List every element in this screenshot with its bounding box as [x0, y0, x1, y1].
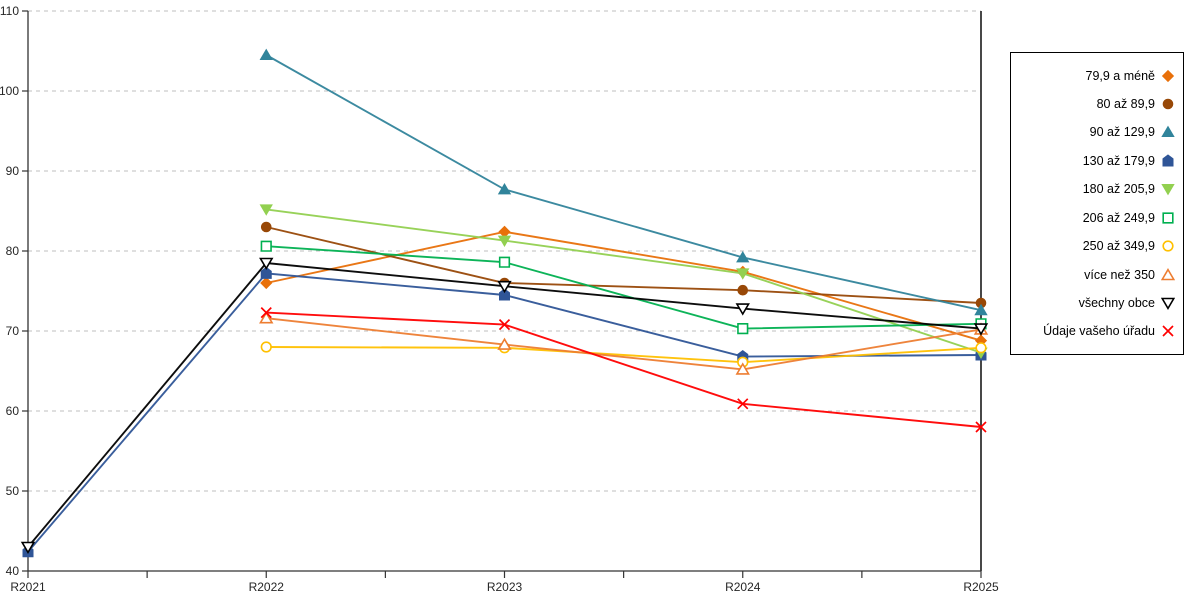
y-tick-label: 80	[6, 244, 20, 258]
circle-icon	[260, 341, 272, 353]
series-5	[259, 204, 988, 359]
legend-label: 80 až 89,9	[1096, 96, 1155, 111]
triangle-up-icon	[1161, 267, 1175, 280]
y-tick-label: 50	[6, 484, 20, 498]
legend-label: 206 až 249,9	[1082, 210, 1155, 225]
series-4	[22, 266, 987, 558]
square-icon	[737, 323, 749, 335]
square-icon	[260, 240, 272, 252]
y-tick-label: 60	[6, 404, 20, 418]
x-icon	[498, 318, 511, 331]
triangle-down-icon	[497, 280, 512, 294]
circle-icon	[1162, 98, 1174, 110]
triangle-up-icon	[1161, 125, 1175, 138]
triangle-up-icon	[736, 251, 750, 263]
series-line	[266, 226, 982, 304]
series-line	[266, 208, 982, 354]
x-icon	[737, 398, 749, 410]
triangle-up-icon	[259, 48, 273, 60]
triangle-down-icon	[1161, 184, 1175, 196]
x-icon	[975, 421, 987, 433]
triangle-down-icon	[20, 541, 36, 554]
y-tick-label: 110	[0, 4, 19, 18]
legend-label: 79,9 a méně	[1085, 68, 1156, 83]
triangle-up-icon	[497, 183, 512, 195]
legend-item: 80 až 89,9	[1019, 90, 1175, 117]
legend-item: Údaje vašeho úřadu	[1019, 318, 1175, 345]
series-line	[266, 317, 982, 371]
legend-item: všechny obce	[1019, 290, 1175, 317]
y-tick-label: 70	[6, 324, 20, 338]
legend-item: 180 až 205,9	[1019, 176, 1175, 203]
pentagon-icon	[260, 266, 272, 279]
x-tick-label: R2024	[725, 580, 761, 594]
triangle-down-icon	[736, 268, 750, 280]
triangle-down-icon	[735, 303, 750, 316]
square-icon	[1162, 212, 1174, 224]
triangle-down-icon	[259, 204, 273, 216]
triangle-up-icon	[259, 311, 274, 324]
legend-label: 180 až 205,9	[1082, 182, 1155, 197]
triangle-down-icon	[497, 235, 512, 247]
series-line	[265, 54, 982, 312]
x-icon	[1162, 325, 1174, 338]
legend-label: 130 až 179,9	[1082, 153, 1155, 168]
series-line	[266, 245, 982, 330]
legend: 79,9 a méně 80 až 89,9 90 až 129,9 130 až 1…	[1010, 52, 1184, 355]
triangle-up-icon	[497, 337, 512, 350]
triangle-up-icon	[974, 303, 988, 316]
diamond-icon	[260, 276, 273, 290]
series-line	[266, 346, 982, 364]
circle-icon	[737, 284, 749, 296]
legend-label: 90 až 129,9	[1089, 125, 1155, 140]
diamond-icon	[1161, 69, 1175, 82]
y-tick-label: 100	[0, 84, 19, 98]
legend-item: 90 až 129,9	[1019, 119, 1175, 146]
series-6	[260, 240, 987, 335]
x-icon	[260, 306, 272, 319]
circle-icon	[975, 342, 987, 354]
x-tick-label: R2025	[963, 580, 999, 594]
x-tick-label: R2021	[10, 580, 46, 594]
x-tick-label: R2022	[249, 580, 285, 594]
series-line	[266, 230, 982, 342]
legend-item: více než 350	[1019, 261, 1175, 288]
legend-label: více než 350	[1084, 267, 1155, 282]
y-tick-label: 40	[6, 564, 20, 578]
legend-item: 250 až 349,9	[1019, 233, 1175, 260]
legend-label: všechny obce	[1078, 296, 1155, 310]
square-icon	[498, 256, 511, 268]
legend-item: 130 až 179,9	[1019, 147, 1175, 174]
series-3	[259, 48, 988, 316]
triangle-down-icon	[973, 323, 989, 336]
triangle-down-icon	[259, 257, 274, 270]
circle-icon	[260, 221, 272, 233]
y-tick-label: 90	[6, 164, 20, 178]
circle-icon	[1162, 240, 1174, 252]
pentagon-icon	[1162, 154, 1174, 167]
pentagon-icon	[499, 288, 510, 301]
legend-item: 79,9 a méně	[1019, 62, 1175, 89]
diamond-icon	[498, 225, 511, 238]
triangle-down-icon	[1161, 297, 1175, 310]
triangle-up-icon	[735, 362, 750, 375]
series-10	[260, 306, 987, 433]
legend-item: 206 až 249,9	[1019, 204, 1175, 231]
legend-label: 250 až 349,9	[1082, 239, 1155, 254]
x-tick-label: R2023	[487, 580, 523, 594]
series-9	[20, 257, 989, 554]
legend-label: Údaje vašeho úřadu	[1043, 324, 1155, 339]
series-line	[266, 311, 982, 428]
